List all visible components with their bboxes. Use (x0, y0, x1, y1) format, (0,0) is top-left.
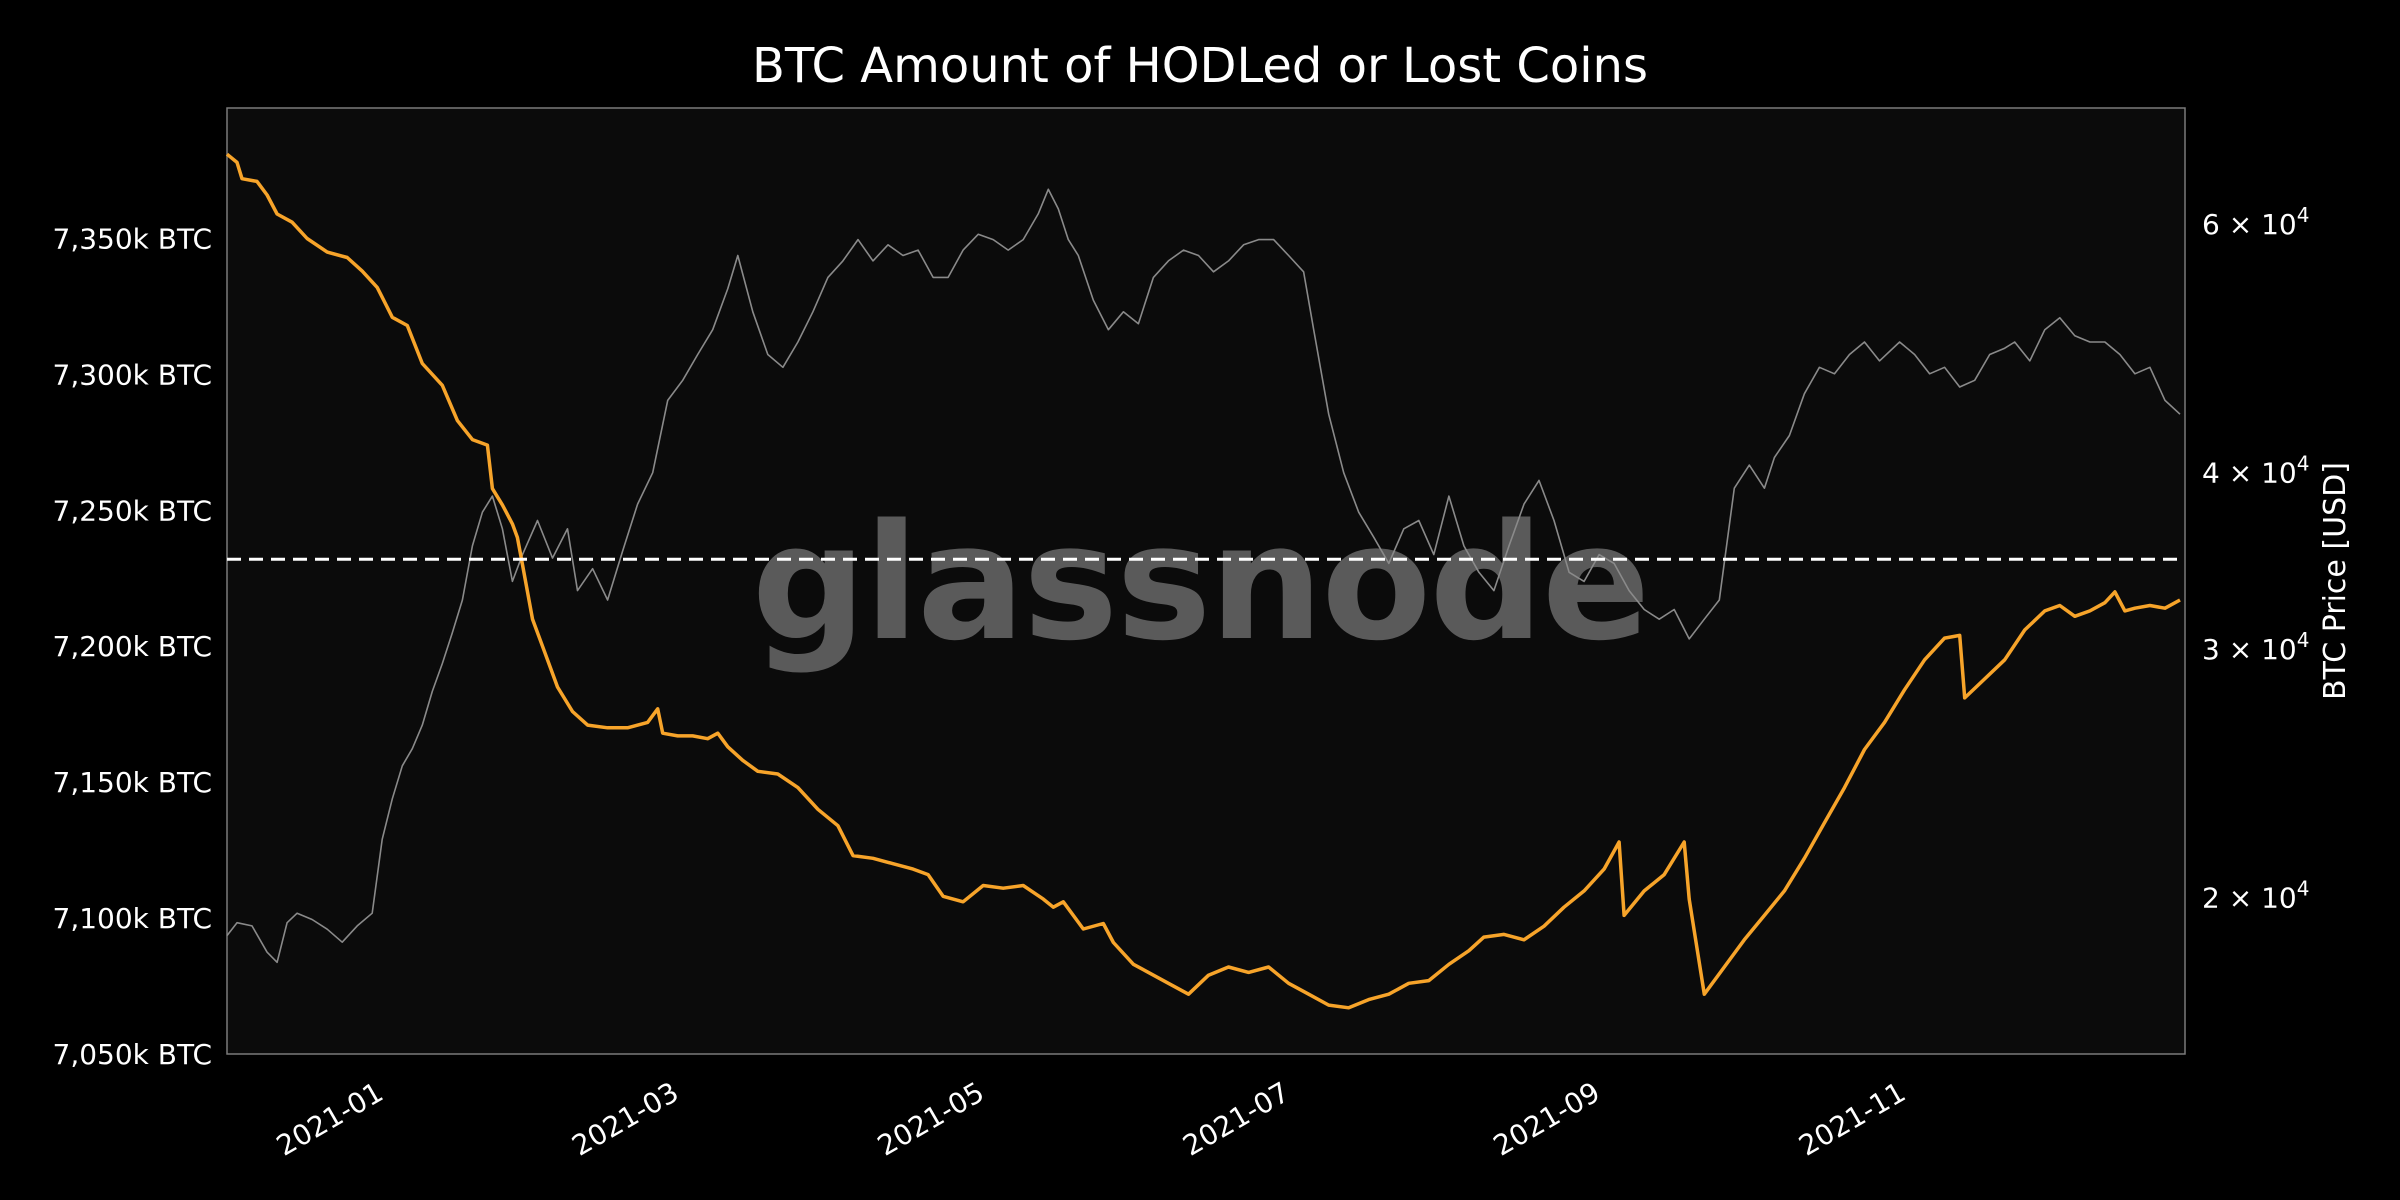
hodl-line (225, 152, 2181, 1010)
y-left-tick-label: 7,250k BTC (53, 494, 213, 527)
y-right-tick-label: 4 × 104 (2202, 452, 2309, 490)
y-axis-right: 2 × 104 3 × 104 4 × 104 6 × 104 (2202, 203, 2309, 915)
price-line (226, 188, 2181, 964)
y-axis-left: 7,050k BTC 7,100k BTC 7,150k BTC 7,200k BTC… (53, 222, 213, 1071)
y-left-tick-label: 7,150k BTC (53, 766, 213, 799)
chart-title: BTC Amount of HODLed or Lost Coins (752, 38, 1648, 94)
y-right-tick-label: 3 × 104 (2202, 628, 2309, 666)
plot-area (226, 107, 2186, 1055)
hodl-series (225, 152, 2181, 1010)
y-left-tick-label: 7,200k BTC (53, 630, 213, 663)
btc-price-series (226, 188, 2181, 964)
y-left-tick-label: 7,350k BTC (53, 222, 213, 255)
y-axis-right-label: BTC Price [USD] (2318, 462, 2353, 700)
y-left-tick-label: 7,100k BTC (53, 902, 213, 935)
y-left-tick-label: 7,300k BTC (53, 358, 213, 391)
y-right-tick-label: 6 × 104 (2202, 203, 2309, 241)
y-right-tick-label: 2 × 104 (2202, 877, 2309, 915)
watermark-logo: glassnode (752, 489, 1649, 676)
y-left-tick-label: 7,050k BTC (53, 1038, 213, 1071)
